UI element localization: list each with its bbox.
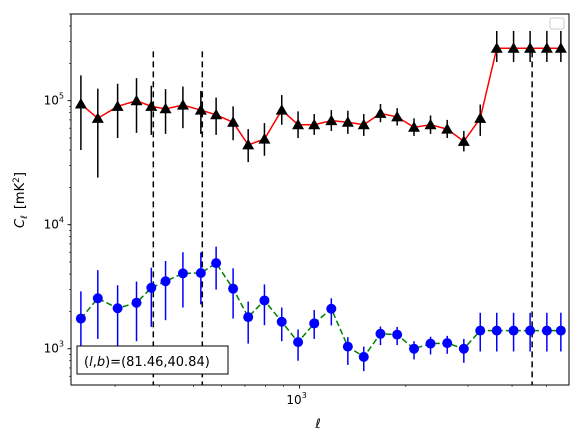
triangle-marker xyxy=(275,104,288,115)
triangle-marker xyxy=(292,118,305,130)
circle-marker xyxy=(442,338,453,349)
annotation-suffix: )=(81.46,40.84) xyxy=(105,355,210,370)
triangle-marker xyxy=(176,99,189,110)
triangle-marker xyxy=(159,102,172,114)
annotation-box xyxy=(76,345,229,375)
circle-marker xyxy=(491,325,502,336)
axes-frame xyxy=(70,13,570,386)
circle-marker xyxy=(326,303,337,314)
circle-marker xyxy=(112,303,123,314)
triangle-marker xyxy=(227,116,240,127)
triangle-marker xyxy=(325,114,338,126)
annotation: (l,b)=(81.46,40.84) xyxy=(76,345,229,375)
circle-marker xyxy=(375,328,386,339)
triangle-marker xyxy=(74,98,87,109)
triangle-marker xyxy=(474,112,487,123)
y-tick-label-exp: 3 xyxy=(59,340,64,349)
circle-marker xyxy=(458,343,469,354)
triangle-marker xyxy=(242,138,255,150)
circle-marker xyxy=(195,267,206,278)
x-tick-label-exp: 3 xyxy=(302,391,307,400)
triangle-marker xyxy=(457,135,470,146)
triangle-marker xyxy=(408,121,421,132)
circle-marker xyxy=(259,295,270,306)
y-tick-label-base: 10 xyxy=(44,218,59,232)
circle-marker xyxy=(475,325,486,336)
legend-box xyxy=(549,17,565,30)
triangle-marker xyxy=(111,100,124,111)
y-axis-label-sub: ℓ xyxy=(20,215,30,220)
x-axis-label: ℓ xyxy=(314,417,320,432)
circle-marker xyxy=(392,329,403,340)
circle-marker xyxy=(75,313,86,324)
circle-marker xyxy=(358,351,369,362)
circle-marker xyxy=(541,325,552,336)
annotation-b: b xyxy=(97,355,105,370)
triangle-marker xyxy=(130,94,143,106)
triangle-marker xyxy=(524,42,537,53)
circle-marker xyxy=(309,318,320,329)
circle-marker xyxy=(146,282,157,293)
triangle-marker xyxy=(441,123,454,134)
circle-marker xyxy=(425,338,436,349)
circle-marker xyxy=(293,337,304,348)
circle-marker xyxy=(92,293,103,304)
y-tick-label: 103 xyxy=(44,340,64,356)
y-tick-label-base: 10 xyxy=(44,94,59,108)
circle-marker xyxy=(409,343,420,354)
triangle-marker xyxy=(357,118,370,130)
circle-marker xyxy=(211,258,222,269)
annotation-comma: , xyxy=(93,355,97,370)
triangle-marker xyxy=(374,107,387,118)
y-tick-label: 104 xyxy=(44,216,64,232)
circle-marker xyxy=(276,316,287,327)
triangle-marker xyxy=(490,42,503,53)
triangle-marker xyxy=(194,104,207,115)
triangle-marker xyxy=(308,118,321,130)
circle-marker xyxy=(228,283,239,294)
annotation-text: (l,b)=(81.46,40.84) xyxy=(84,355,210,370)
y-axis-label-units-close: ] xyxy=(13,172,28,177)
y-axis-label-main: C xyxy=(13,218,28,228)
triangle-marker xyxy=(540,42,553,53)
circle-marker xyxy=(160,276,171,287)
y-axis-label-units: [mK xyxy=(13,182,28,209)
annotation-prefix: ( xyxy=(84,355,89,370)
triangle-marker xyxy=(554,42,567,53)
x-tick-label: 103 xyxy=(286,391,306,407)
plot-area xyxy=(74,30,567,385)
triangle-marker xyxy=(91,112,104,123)
y-tick-label-base: 10 xyxy=(44,342,59,356)
circle-marker xyxy=(525,325,536,336)
circle-marker xyxy=(131,297,142,308)
y-tick-label-exp: 4 xyxy=(59,216,64,225)
triangle-marker xyxy=(210,108,223,120)
triangle-marker xyxy=(391,110,404,122)
annotation-l: l xyxy=(89,355,93,370)
circle-marker xyxy=(243,312,254,323)
triangle-marker xyxy=(258,133,271,144)
circle-marker xyxy=(508,325,519,336)
y-axis-label-units-sup: 2 xyxy=(12,177,22,183)
triangle-marker xyxy=(341,116,354,127)
triangle-marker xyxy=(145,100,158,111)
triangle-marker xyxy=(424,118,437,130)
triangle-marker xyxy=(507,42,520,53)
y-tick-label: 105 xyxy=(44,92,64,108)
circle-marker xyxy=(555,325,566,336)
x-tick-label-base: 10 xyxy=(286,393,301,407)
circle-marker xyxy=(177,268,188,279)
y-tick-label-exp: 5 xyxy=(59,92,64,101)
circle-marker xyxy=(342,341,353,352)
y-axis-label: Cℓ [mK2] xyxy=(12,172,30,228)
